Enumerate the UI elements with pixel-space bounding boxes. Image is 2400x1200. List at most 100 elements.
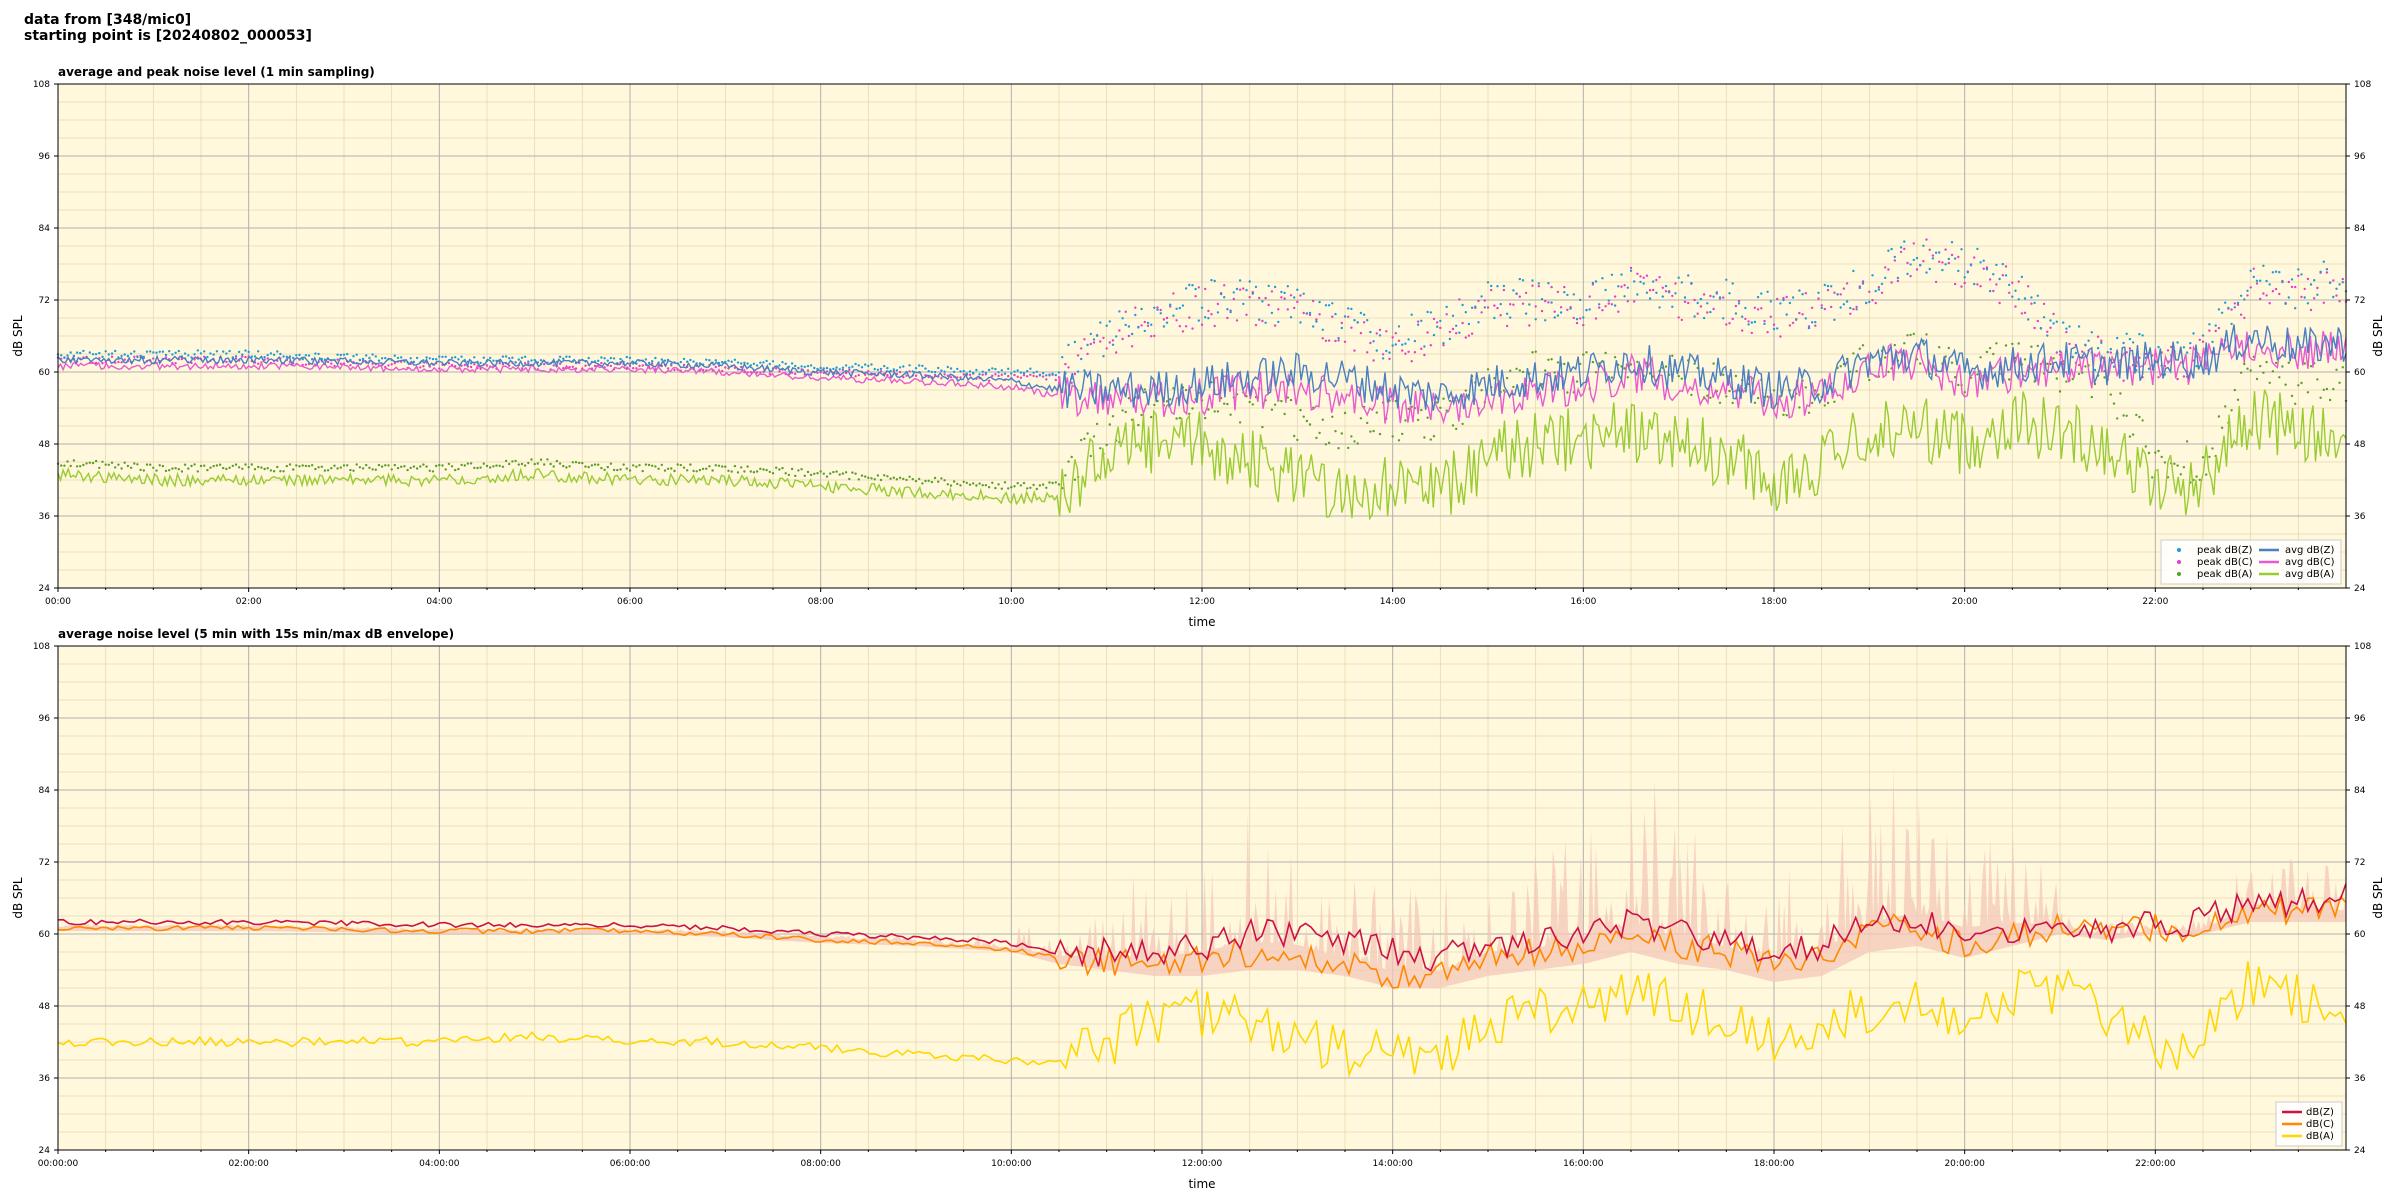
peak-point [1594,371,1598,374]
peak-point [212,353,215,356]
peak-point [1779,302,1782,305]
peak-point [511,356,514,359]
peak-point [727,359,730,362]
peak-point [1026,375,1029,378]
peak-point [1995,283,1998,286]
peak-point [1115,335,1118,338]
peak-point [790,467,794,471]
peak-point [1852,269,1855,273]
peak-point [946,365,949,369]
peak-point [63,464,66,467]
peak-point [504,355,508,358]
peak-point [1756,295,1760,299]
peak-point [1725,278,1728,281]
peak-point [1524,291,1528,295]
peak-point [1528,324,1531,327]
peak-point [164,353,168,357]
peak-point [666,367,670,370]
peak-point [454,356,457,359]
peak-point [1671,354,1674,357]
peak-point [1690,281,1693,285]
peak-point [1747,320,1750,323]
peak-point [1448,399,1452,403]
peak-point [682,363,686,367]
peak-point [1687,274,1690,277]
peak-point [231,464,234,468]
peak-point [663,469,667,472]
peak-point [686,360,689,363]
axis-title: average noise level (5 min with 15s min/… [58,627,454,641]
peak-point [1537,282,1541,285]
legend-label: avg dB(C) [2285,557,2335,568]
legend-marker [2177,572,2181,576]
peak-point [298,465,301,468]
peak-point [212,464,215,468]
peak-point [1312,299,1315,303]
peak-point [1524,312,1528,315]
peak-point [965,481,968,485]
peak-point [603,468,606,472]
peak-point [485,464,489,468]
y-tick-label-right: 84 [2354,224,2366,234]
peak-point [1032,374,1035,378]
peak-point [2281,280,2284,284]
peak-point [1150,415,1153,419]
peak-point [1731,317,1734,321]
peak-point [352,355,355,358]
peak-point [654,356,657,360]
peak-point [101,460,104,463]
peak-point [222,466,225,470]
peak-point [876,368,880,371]
peak-point [562,464,565,468]
peak-point [2106,350,2109,354]
peak-point [1137,326,1140,329]
peak-point [895,369,899,372]
peak-point [2195,475,2198,478]
peak-point [1553,310,1556,313]
peak-point [1919,362,1922,365]
peak-point [1416,418,1420,422]
peak-point [1245,313,1248,316]
y-tick-label-left: 36 [39,1074,51,1084]
peak-point [755,470,759,473]
peak-point [323,358,327,361]
peak-point [2205,473,2208,476]
peak-point [1776,297,1779,301]
peak-point [336,358,339,361]
peak-point [558,462,562,465]
peak-point [149,463,152,466]
peak-point [711,469,714,472]
peak-point [1722,296,1725,299]
peak-point [326,360,330,364]
peak-point [1226,402,1229,406]
peak-point [695,470,698,473]
peak-point [2096,347,2100,350]
peak-point [1051,481,1054,485]
peak-point [98,351,101,355]
peak-point [956,367,959,371]
peak-point [1963,281,1966,285]
peak-point [1706,394,1709,397]
peak-point [1086,432,1089,435]
figure-title-line1: data from [348/mic0] [24,12,192,28]
peak-point [1950,241,1954,244]
peak-point [1308,423,1312,426]
peak-point [1007,367,1010,370]
peak-point [1353,440,1356,443]
peak-point [1165,321,1169,324]
peak-point [701,467,705,471]
peak-point [1782,413,1785,416]
peak-point [1127,397,1131,400]
peak-point [1086,352,1089,356]
peak-point [2109,347,2112,351]
peak-point [2338,283,2341,286]
peak-point [1534,350,1537,353]
peak-point [1248,400,1251,404]
peak-point [790,371,794,374]
peak-point [1041,375,1045,378]
peak-point [2077,372,2081,376]
peak-point [1804,317,1808,320]
peak-point [765,359,768,363]
peak-point [60,354,63,357]
